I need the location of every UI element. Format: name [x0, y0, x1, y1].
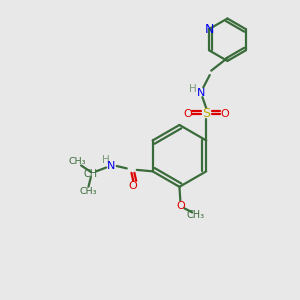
Text: O: O [184, 109, 192, 119]
Text: CH₃: CH₃ [80, 188, 97, 196]
Text: CH: CH [84, 169, 98, 179]
Text: CH₃: CH₃ [69, 158, 86, 166]
Text: N: N [107, 161, 116, 171]
Text: H: H [102, 154, 110, 165]
Text: O: O [129, 181, 137, 191]
Text: N: N [197, 88, 205, 98]
Text: CH₃: CH₃ [187, 210, 205, 220]
Text: N: N [204, 22, 214, 36]
Text: O: O [220, 109, 229, 119]
Text: S: S [202, 107, 210, 120]
Text: H: H [189, 84, 196, 94]
Text: O: O [176, 201, 185, 211]
